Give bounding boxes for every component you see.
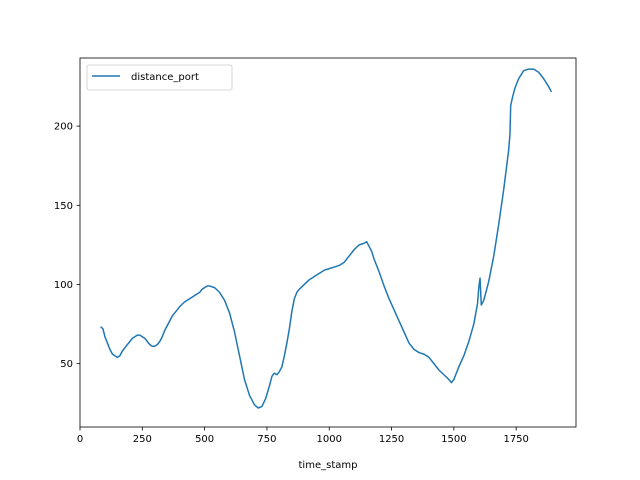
- legend: distance_port: [86, 64, 233, 91]
- y-tick-label: 150: [54, 201, 73, 212]
- plot-area-frame: [79, 57, 577, 428]
- x-axis-label: time_stamp: [299, 460, 358, 471]
- x-tick-label: 1000: [317, 434, 342, 445]
- legend-label: distance_port: [131, 72, 199, 83]
- y-tick-label: 100: [54, 280, 73, 291]
- x-tick-label: 500: [195, 434, 214, 445]
- legend-box: [86, 64, 233, 91]
- x-tick-label: 1750: [503, 434, 528, 445]
- series-line-0: [100, 68, 553, 409]
- x-tick-label: 250: [133, 434, 152, 445]
- series-layer: [100, 68, 553, 409]
- y-tick-label: 200: [54, 122, 73, 133]
- x-tick-label: 0: [77, 434, 83, 445]
- x-axis: 0 250 500 750 1000 1250 1500 1750: [77, 427, 529, 445]
- x-tick-label: 1500: [441, 434, 466, 445]
- y-axis: 50 100 150 200: [54, 122, 80, 370]
- x-tick-label: 750: [257, 434, 276, 445]
- x-tick-label: 1250: [379, 434, 404, 445]
- y-tick-label: 50: [60, 359, 73, 370]
